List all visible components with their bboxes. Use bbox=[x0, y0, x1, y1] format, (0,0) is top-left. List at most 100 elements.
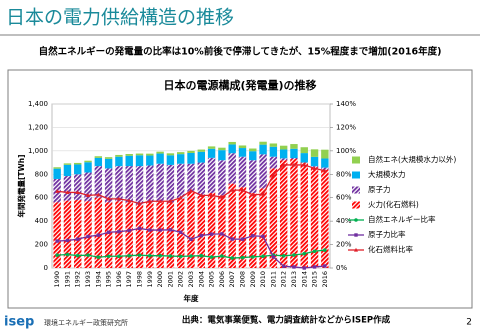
line-marker bbox=[291, 162, 296, 167]
y2-tick-label: 0% bbox=[336, 264, 347, 272]
line-marker bbox=[178, 195, 183, 200]
line-marker bbox=[323, 264, 327, 268]
bar-segment bbox=[53, 202, 61, 268]
y-tick-label: 1,000 bbox=[28, 147, 48, 155]
bar-segment bbox=[84, 201, 92, 268]
bar-segment bbox=[53, 167, 61, 169]
line-marker bbox=[322, 168, 327, 173]
bar-segment bbox=[218, 160, 226, 196]
x-tick-label: 2011 bbox=[269, 271, 277, 288]
line-marker bbox=[158, 253, 162, 258]
line-marker bbox=[271, 172, 276, 177]
line-marker bbox=[250, 255, 255, 259]
bar-segment bbox=[115, 166, 123, 202]
bar-segment bbox=[63, 163, 72, 165]
x-tick-label: 2016 bbox=[321, 271, 329, 288]
line-marker bbox=[230, 256, 234, 260]
line-marker bbox=[209, 255, 214, 259]
y2-tick-label: 120% bbox=[336, 123, 356, 131]
bar-segment bbox=[228, 144, 236, 154]
bar-segment bbox=[84, 162, 92, 173]
line-marker bbox=[240, 237, 245, 241]
bar-segment bbox=[300, 162, 308, 268]
x-tick-label: 1993 bbox=[84, 271, 92, 288]
x-tick-label: 2001 bbox=[166, 271, 174, 288]
y-tick-label: 200 bbox=[35, 241, 48, 249]
x-axis-label: 年度 bbox=[184, 293, 199, 303]
line-marker bbox=[354, 247, 358, 252]
line-marker bbox=[312, 249, 317, 254]
bar-segment bbox=[176, 152, 185, 155]
line-marker bbox=[250, 192, 255, 197]
bar-segment bbox=[63, 200, 72, 268]
line-marker bbox=[106, 254, 111, 259]
line-marker bbox=[302, 251, 307, 256]
line-marker bbox=[354, 233, 358, 237]
bar-segment bbox=[125, 202, 133, 268]
bar-segment bbox=[290, 144, 298, 149]
line-marker bbox=[292, 265, 296, 269]
line-marker bbox=[55, 239, 59, 243]
line-marker bbox=[96, 255, 101, 260]
line-marker bbox=[354, 218, 358, 222]
x-tick-label: 1991 bbox=[63, 271, 71, 288]
line-marker bbox=[281, 264, 286, 268]
line-marker bbox=[271, 255, 276, 259]
x-tick-label: 2009 bbox=[249, 271, 257, 288]
bar-segment bbox=[176, 163, 185, 199]
line-marker bbox=[116, 196, 121, 201]
bar-segment bbox=[321, 169, 329, 268]
bar-segment bbox=[125, 166, 133, 203]
x-tick-label: 2002 bbox=[177, 271, 185, 288]
bar-segment bbox=[166, 155, 175, 165]
bar-segment bbox=[269, 143, 278, 147]
line-marker bbox=[261, 254, 265, 259]
bar-segment bbox=[74, 200, 82, 268]
line-marker bbox=[230, 237, 234, 241]
bar-segment bbox=[279, 158, 288, 161]
bar-segment bbox=[146, 202, 154, 268]
title-rule bbox=[0, 34, 480, 36]
bar-segment bbox=[63, 176, 72, 201]
bar-segment bbox=[187, 191, 195, 268]
logo: isep bbox=[4, 315, 34, 330]
bar-segment bbox=[218, 147, 226, 151]
bar-segment bbox=[290, 158, 298, 160]
bar-segment bbox=[197, 162, 206, 196]
bar-segment bbox=[94, 156, 103, 158]
y-tick-label: 1,200 bbox=[28, 123, 48, 131]
legend-label: 大規模水力 bbox=[368, 169, 406, 179]
line-marker bbox=[199, 193, 204, 197]
line-marker bbox=[220, 232, 224, 236]
line-marker bbox=[189, 254, 193, 258]
bar-segment bbox=[135, 155, 144, 167]
bar-segment bbox=[279, 149, 288, 159]
bar-segment bbox=[146, 155, 154, 166]
y2-tick-label: 80% bbox=[336, 170, 352, 178]
bar-segment bbox=[310, 156, 319, 167]
legend-label: 原子力比率 bbox=[368, 229, 406, 239]
line-marker bbox=[168, 254, 173, 258]
bar-segment bbox=[146, 165, 154, 203]
bar-segment bbox=[197, 149, 206, 152]
bar-segment bbox=[321, 158, 329, 168]
bar-segment bbox=[166, 164, 175, 203]
bar-segment bbox=[104, 158, 113, 169]
x-tick-label: 2006 bbox=[218, 271, 226, 288]
bar-segment bbox=[135, 166, 144, 205]
bar-segment bbox=[321, 149, 329, 159]
line-marker bbox=[168, 199, 173, 203]
bar-segment bbox=[156, 201, 164, 268]
bar-segment bbox=[249, 148, 257, 152]
line-marker bbox=[106, 196, 111, 201]
bar-segment bbox=[300, 147, 308, 154]
line-marker bbox=[240, 255, 245, 260]
legend-label: 原子力 bbox=[368, 184, 391, 194]
legend-swatch bbox=[352, 156, 360, 164]
line-marker bbox=[168, 228, 173, 232]
bar-segment bbox=[218, 150, 226, 161]
line-marker bbox=[209, 232, 214, 236]
bar-segment bbox=[259, 154, 267, 189]
bar-segment bbox=[259, 188, 267, 268]
line-marker bbox=[261, 234, 265, 239]
